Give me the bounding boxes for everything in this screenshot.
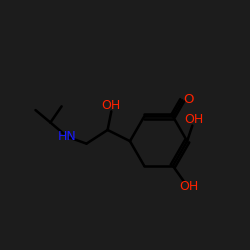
Text: OH: OH (102, 98, 121, 112)
Text: OH: OH (179, 180, 198, 193)
Text: HN: HN (58, 130, 76, 143)
Text: OH: OH (184, 113, 203, 126)
Text: O: O (183, 92, 194, 106)
